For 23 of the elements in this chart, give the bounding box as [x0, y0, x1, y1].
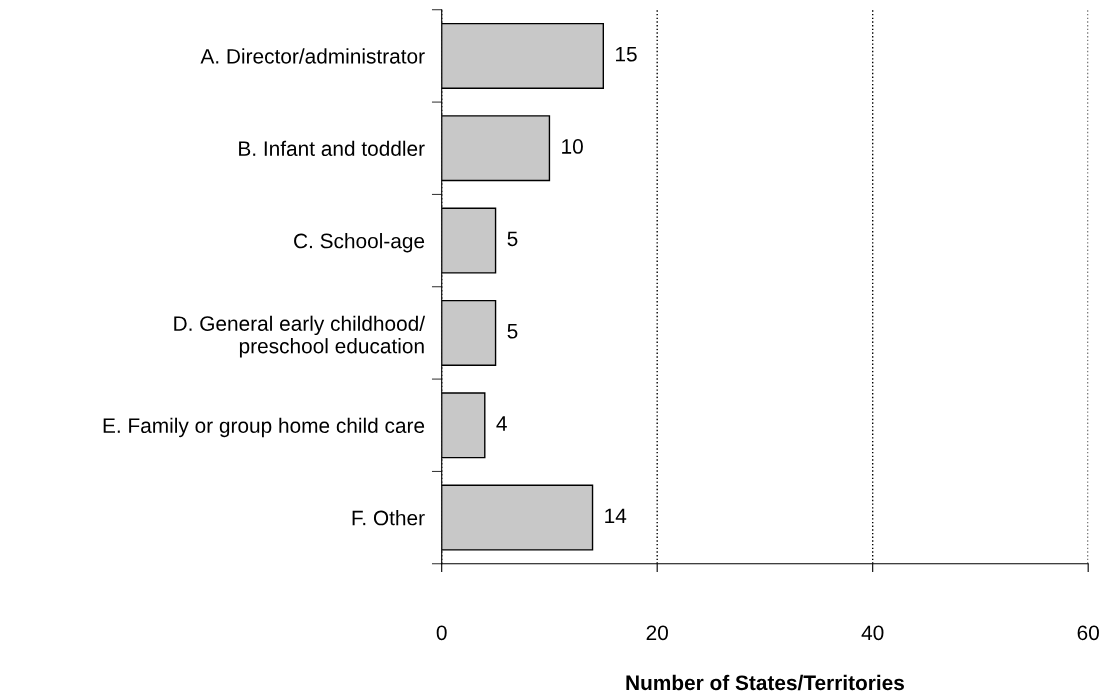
data-label: 4: [496, 416, 507, 431]
x-tick-label: 0: [436, 625, 447, 641]
bar: [441, 115, 551, 182]
y-tick-label: A. Director/administrator: [200, 48, 425, 64]
y-tick-label: B. Infant and toddler: [239, 140, 425, 156]
y-tick-label: C. School-age: [294, 233, 425, 253]
x-tick-label: 40: [861, 625, 884, 641]
data-label: 14: [605, 508, 627, 523]
x-tick-label: 20: [646, 625, 668, 641]
data-label: 10: [562, 139, 583, 154]
y-tick-label: E. Family or group home child care: [103, 417, 425, 438]
data-label: 5: [507, 231, 518, 247]
data-label: 15: [616, 46, 637, 62]
x-tick-label: 60: [1077, 625, 1099, 641]
y-tick-label: D. General early childhood/ preschool education: [174, 315, 426, 358]
data-label: 5: [507, 323, 518, 339]
y-tick-label: F. Other: [352, 510, 425, 526]
bar: [441, 22, 605, 89]
bar: [441, 392, 486, 459]
x-axis-title: Number of States/Territories: [626, 674, 904, 691]
bar: [441, 484, 594, 551]
bar: [441, 299, 497, 366]
bar: [441, 207, 497, 274]
